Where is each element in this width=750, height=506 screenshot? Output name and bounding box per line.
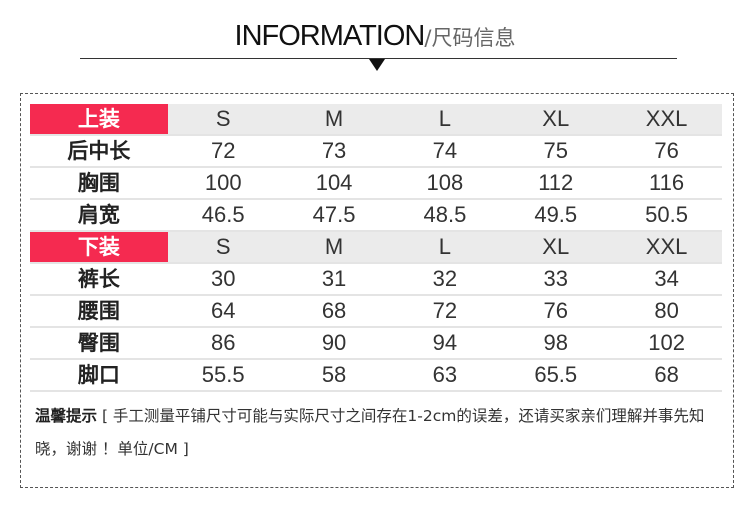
title-en: INFORMATION [234,20,426,52]
measure-value: 72 [210,138,236,163]
table-row: 胸围 100 104 108 112 116 [30,168,722,200]
table-row: 臀围 86 90 94 98 102 [30,328,722,360]
size-header: XL [542,106,570,131]
measure-value: 32 [432,266,458,291]
size-header: M [324,106,344,131]
measure-name: 脚口 [77,363,120,387]
measure-value: 47.5 [312,202,356,227]
triangle-down-icon [369,59,385,71]
measure-value: 74 [432,138,458,163]
measure-name: 胸围 [77,171,120,195]
measure-value: 30 [210,266,236,291]
measure-value: 72 [432,298,458,323]
measure-name: 臀围 [77,331,120,355]
measure-value: 100 [204,170,242,195]
table-row: 后中长 72 73 74 75 76 [30,136,722,168]
measure-value: 76 [654,138,679,163]
table-row: 裤长 30 31 32 33 34 [30,264,722,296]
measure-value: 58 [321,362,347,387]
size-header: XXL [645,106,688,131]
table-row: 脚口 55.5 58 63 65.5 68 [30,360,722,392]
measure-value: 86 [210,330,236,355]
page-title: INFORMATION/尺码信息 [0,20,750,53]
measure-value: 68 [321,298,347,323]
tip-label: 温馨提示 [35,407,98,425]
size-header: S [215,234,231,259]
measure-name: 裤长 [77,267,120,291]
title-cn: /尺码信息 [424,26,516,50]
size-header: L [438,234,452,259]
measure-value: 65.5 [534,362,578,387]
bottoms-header-row: 下装 S M L XL XXL [30,232,722,264]
measure-value: 80 [654,298,679,323]
tops-label: 上装 [30,104,168,134]
size-header: M [324,234,344,259]
measure-value: 108 [426,170,464,195]
size-header: XXL [645,234,688,259]
measure-value: 33 [543,266,568,291]
tip-note: 温馨提示 [ 手工测量平铺尺寸可能与实际尺寸之间存在1-2cm的误差，还请买家亲… [35,400,715,466]
measure-value: 49.5 [534,202,578,227]
measure-value: 73 [321,138,347,163]
measure-value: 31 [321,266,347,291]
measure-value: 76 [543,298,568,323]
table-row: 肩宽 46.5 47.5 48.5 49.5 50.5 [30,200,722,232]
measure-name: 肩宽 [77,203,120,227]
measure-value: 50.5 [645,202,688,227]
measure-value: 90 [321,330,347,355]
size-header: S [215,106,231,131]
size-chart-frame [20,93,734,488]
measure-value: 104 [315,170,353,195]
measure-value: 98 [543,330,568,355]
bottoms-label: 下装 [30,232,168,262]
measure-name: 腰围 [77,299,120,323]
size-header: XL [542,234,570,259]
measure-value: 46.5 [201,202,245,227]
measure-value: 112 [538,170,574,195]
measure-value: 48.5 [423,202,467,227]
measure-value: 64 [210,298,236,323]
tops-header-row: 上装 S M L XL XXL [30,104,722,136]
title-divider [80,58,677,59]
table-row: 腰围 64 68 72 76 80 [30,296,722,328]
measure-value: 55.5 [201,362,245,387]
measure-value: 75 [543,138,568,163]
measure-value: 34 [654,266,679,291]
measure-value: 68 [654,362,679,387]
measure-value: 63 [432,362,458,387]
measure-name: 后中长 [67,139,131,163]
measure-value: 116 [649,170,685,195]
measure-value: 102 [648,330,685,355]
size-header: L [438,106,452,131]
size-table: 上装 S M L XL XXL 后中长 72 73 74 75 76 胸围 100 104 108 112 116… [30,104,722,392]
measure-value: 94 [432,330,458,355]
tip-text: [ 手工测量平铺尺寸可能与实际尺寸之间存在1-2cm的误差，还请买家亲们理解并事… [35,407,705,458]
